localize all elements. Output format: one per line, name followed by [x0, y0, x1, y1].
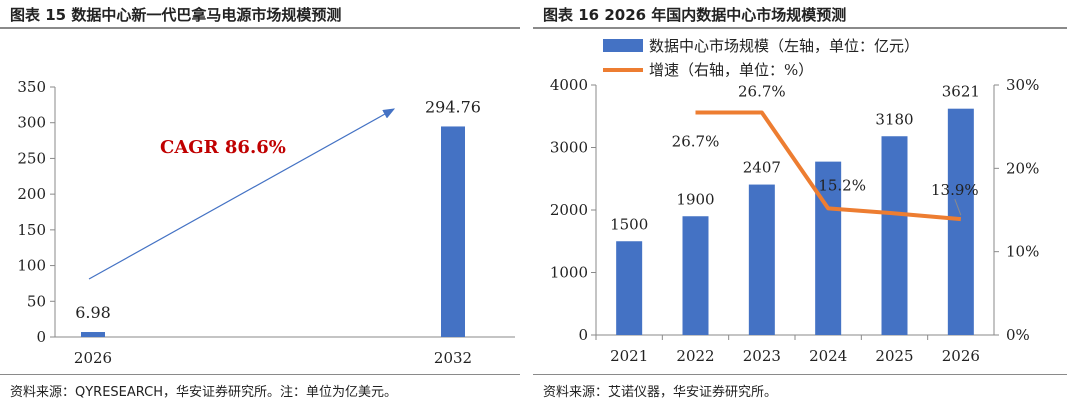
left-x-tick-label: 2032 — [434, 349, 472, 367]
left-x-tick-label: 2026 — [74, 349, 112, 367]
right-title-rule — [533, 27, 1067, 29]
left-axis-tick-label: 2000 — [550, 201, 588, 219]
market-size-label: 3621 — [942, 83, 980, 101]
left-y-tick-label: 100 — [17, 257, 46, 275]
cagr-arrow — [88, 108, 396, 280]
growth-rate-label: 26.7% — [672, 133, 720, 151]
left-axis-tick-label: 4000 — [550, 76, 588, 94]
left-chart-panel: 图表 15 数据中心新一代巴拿马电源市场规模预测 0 50 100 150 200 250… — [0, 0, 520, 406]
growth-rate-line — [695, 110, 962, 222]
legend-bar-swatch — [603, 39, 643, 52]
market-size-bar — [748, 184, 775, 335]
legend-line-label: 增速（右轴，单位：%） — [649, 61, 813, 79]
right-combo-chart: 0 1000 2000 3000 4000 0% 10% 20% 30% 2021 2022 2023… — [550, 37, 1040, 365]
x-tick-label: 2021 — [610, 347, 648, 365]
cagr-annotation: CAGR 86.6% — [160, 137, 286, 158]
left-bar-value-label: 294.76 — [425, 97, 481, 116]
left-y-tick-label: 350 — [17, 78, 46, 96]
market-size-label: 1500 — [610, 215, 648, 233]
left-chart-source: 资料来源：QYRESEARCH，华安证券研究所。注：单位为亿美元。 — [10, 385, 398, 400]
right-axis-tick-label: 10% — [1006, 243, 1039, 261]
right-axis-tick-label: 30% — [1006, 76, 1039, 94]
left-bar-chart: 0 50 100 150 200 250 300 350 6.98 2026 294.76 2032 C… — [17, 78, 515, 367]
growth-rate-label: 15.2% — [818, 176, 866, 194]
left-y-tick-label: 0 — [36, 328, 46, 346]
left-axis-tick-label: 0 — [578, 326, 588, 344]
left-axis-tick-label: 1000 — [550, 264, 588, 282]
left-y-tick-label: 200 — [17, 185, 46, 203]
x-tick-label: 2024 — [809, 347, 847, 365]
left-axis-tick-label: 3000 — [550, 139, 588, 157]
right-axis-tick-label: 20% — [1006, 159, 1039, 177]
growth-rate-label: 26.7% — [738, 83, 786, 101]
right-chart-panel: 图表 16 2026 年国内数据中心市场规模预测 0 1000 2000 3000 40… — [533, 0, 1067, 406]
right-axis-tick-label: 0% — [1006, 326, 1030, 344]
left-bar — [81, 332, 105, 337]
left-title-rule — [0, 27, 520, 29]
market-size-label: 3180 — [875, 110, 913, 128]
left-y-tick-label: 50 — [27, 292, 46, 310]
left-chart-title: 图表 15 数据中心新一代巴拿马电源市场规模预测 — [10, 6, 342, 24]
market-size-bar — [682, 216, 709, 335]
growth-label-leader — [954, 198, 962, 216]
x-tick-label: 2025 — [875, 347, 913, 365]
growth-rate-label: 13.9% — [931, 181, 979, 199]
left-source-rule — [0, 374, 520, 375]
market-size-bar — [947, 108, 974, 335]
left-bar — [441, 126, 465, 337]
left-y-tick-label: 150 — [17, 221, 46, 239]
market-size-bar — [881, 136, 908, 335]
x-tick-label: 2022 — [676, 347, 714, 365]
x-tick-label: 2023 — [743, 347, 781, 365]
market-size-bar — [815, 161, 842, 335]
left-y-tick-label: 250 — [17, 149, 46, 167]
left-y-tick-label: 300 — [17, 114, 46, 132]
right-chart-title: 图表 16 2026 年国内数据中心市场规模预测 — [543, 6, 847, 24]
market-size-label: 1900 — [676, 190, 714, 208]
market-size-bar — [616, 241, 643, 335]
right-source-rule — [533, 374, 1067, 375]
right-chart-source: 资料来源：艾诺仪器，华安证券研究所。 — [543, 385, 778, 400]
left-bar-value-label: 6.98 — [75, 303, 111, 322]
market-size-label: 2407 — [743, 159, 781, 177]
legend-bar-label: 数据中心市场规模（左轴，单位：亿元） — [649, 37, 919, 55]
x-tick-label: 2026 — [942, 347, 980, 365]
